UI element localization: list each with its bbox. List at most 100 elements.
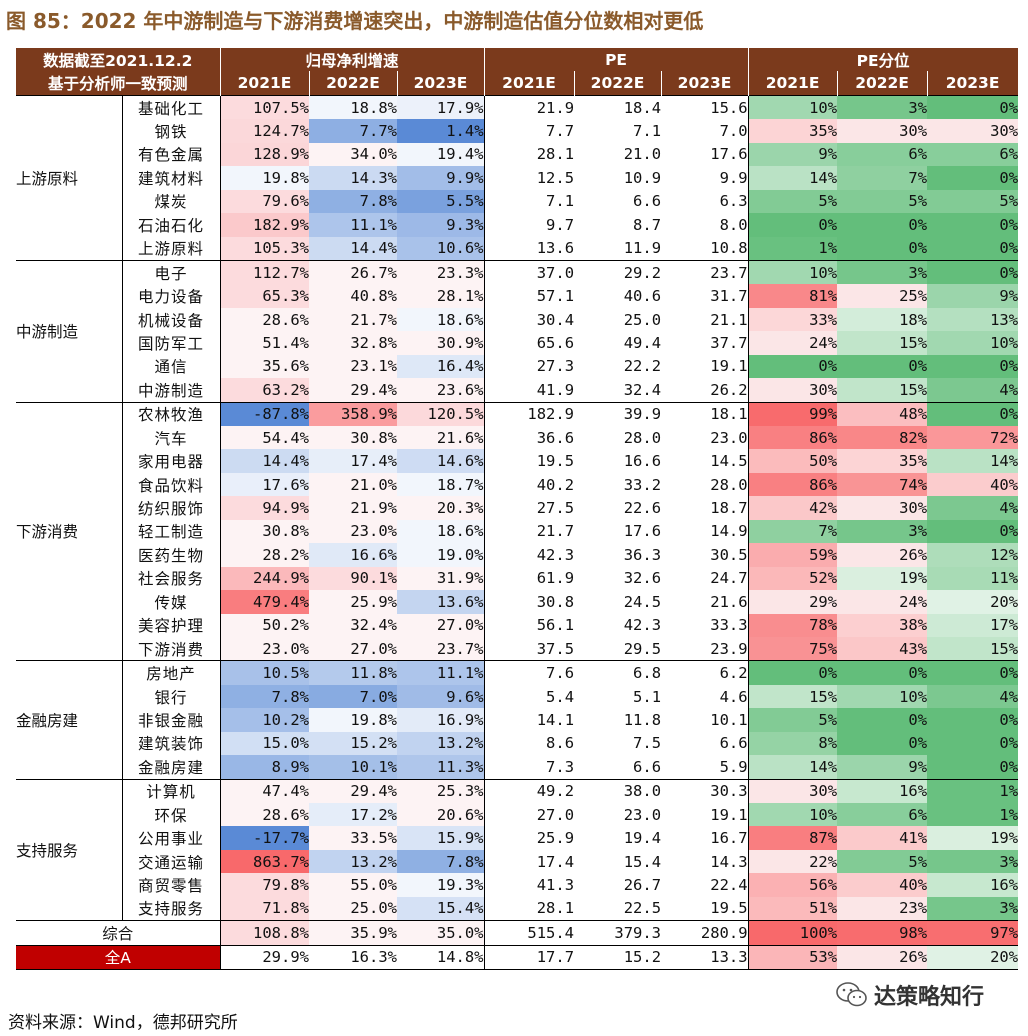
table-row: 传媒 479.4% 25.9% 13.6% 30.8 24.5 21.6 29% 24% 20% bbox=[16, 590, 1019, 614]
pe-percentile-cell: 87% bbox=[748, 826, 838, 850]
pe-cell: 57.1 bbox=[536, 287, 575, 306]
pe-percentile-cell: 1% bbox=[927, 778, 1019, 803]
pe-percentile-cell: 5% bbox=[837, 189, 928, 214]
table-row: 支持服务 71.8% 25.0% 15.4% 28.1 22.5 19.5 51% 23% 3% bbox=[16, 896, 1019, 921]
pe-percentile-cell: 3% bbox=[837, 519, 928, 544]
industry-label: 基础化工 bbox=[122, 94, 221, 120]
pe-cell: 6.3 bbox=[661, 189, 749, 214]
composite-label: 综合 bbox=[16, 920, 221, 946]
pe-cell: 28.1 bbox=[536, 899, 575, 918]
pe-percentile-cell: 0% bbox=[837, 731, 928, 756]
pe-percentile-cell: 0% bbox=[927, 94, 1019, 120]
pe-percentile-cell: 0% bbox=[837, 708, 928, 732]
pe-cell: 19.1 bbox=[661, 803, 749, 827]
pe-percentile-cell: 82% bbox=[837, 426, 928, 450]
pe-cell: 8.6 bbox=[546, 734, 575, 753]
growth-cell: 107.5% bbox=[220, 94, 309, 120]
pe-percentile-cell: 7% bbox=[748, 519, 838, 544]
table-row: 有色金属 128.9% 34.0% 19.4% 28.1 21.0 17.6 9% 6% 6% bbox=[16, 142, 1019, 167]
growth-cell: 47.4% bbox=[220, 778, 309, 803]
pe-percentile-cell: 0% bbox=[837, 213, 928, 237]
growth-cell: 16.4% bbox=[397, 354, 485, 379]
pe-percentile-cell: 5% bbox=[927, 189, 1019, 214]
pe-percentile-cell: 10% bbox=[748, 803, 838, 827]
growth-cell: 23.0% bbox=[309, 519, 397, 544]
growth-cell: 54.4% bbox=[220, 426, 309, 450]
pe-percentile-cell: 7% bbox=[837, 166, 928, 190]
pe-percentile-cell: 0% bbox=[927, 236, 1019, 261]
growth-cell: 9.6% bbox=[397, 684, 485, 709]
growth-cell: 21.0% bbox=[309, 472, 397, 497]
growth-cell: 30.8% bbox=[309, 426, 397, 450]
growth-cell: 17.6% bbox=[220, 472, 309, 497]
growth-cell: 25.0% bbox=[309, 896, 397, 921]
pe-percentile-cell: 15% bbox=[927, 636, 1019, 661]
growth-cell: 14.6% bbox=[397, 449, 485, 473]
growth-cell: 479.4% bbox=[220, 590, 309, 614]
pe-percentile-cell: 74% bbox=[837, 472, 928, 497]
table-row: 社会服务 244.9% 90.1% 31.9% 61.9 32.6 24.7 52% 19% 11… bbox=[16, 566, 1019, 591]
industry-label: 非银金融 bbox=[122, 708, 221, 732]
industry-label: 公用事业 bbox=[122, 826, 221, 850]
table-row: 机械设备 28.6% 21.7% 18.6% 30.4 25.0 21.1 33% 18% 13% bbox=[16, 307, 1019, 332]
pe-percentile-cell: 14% bbox=[927, 449, 1019, 473]
pe-cell: 15.6 bbox=[661, 94, 749, 120]
pe-cell: 24.7 bbox=[661, 566, 749, 591]
pe-cell: 40.2 bbox=[536, 475, 575, 494]
pe-cell: 22.4 bbox=[661, 873, 749, 897]
pe-percentile-cell: 78% bbox=[748, 613, 838, 637]
industry-label: 社会服务 bbox=[122, 566, 221, 591]
pe-percentile-cell: 30% bbox=[927, 119, 1019, 143]
growth-cell: 244.9% bbox=[220, 566, 309, 591]
industry-label: 支持服务 bbox=[122, 896, 221, 921]
pe-cell: 37.7 bbox=[661, 331, 749, 355]
table-row: 建筑材料 19.8% 14.3% 9.9% 12.5 10.9 9.9 14% 7% 0% bbox=[16, 166, 1019, 190]
pe-percentile-cell: 51% bbox=[748, 896, 838, 921]
growth-cell: 5.5% bbox=[397, 189, 485, 214]
growth-cell: 21.9% bbox=[309, 496, 397, 520]
pe-percentile-cell: 3% bbox=[927, 896, 1019, 921]
growth-cell: 17.4% bbox=[309, 449, 397, 473]
pe-percentile-cell: 11% bbox=[927, 566, 1019, 591]
pe-cell: 21.9 bbox=[484, 94, 575, 120]
pe-cell: 29.5 bbox=[623, 639, 662, 658]
pe-cell: 28.0 bbox=[623, 428, 662, 447]
pe-cell: 26.2 bbox=[661, 378, 749, 403]
pe-cell: 23.0 bbox=[661, 426, 749, 450]
growth-cell: 71.8% bbox=[220, 896, 309, 921]
pe-percentile-cell: 23% bbox=[837, 896, 928, 921]
table-row: 煤炭 79.6% 7.8% 5.5% 7.1 6.6 6.3 5% 5% 5% bbox=[16, 189, 1019, 214]
pe-percentile-cell: 16% bbox=[927, 873, 1019, 897]
pe-percentile-cell: 24% bbox=[748, 331, 838, 355]
pe-percentile-cell: 10% bbox=[927, 331, 1019, 355]
industry-label: 计算机 bbox=[122, 778, 221, 803]
pe-cell: 9.9 bbox=[661, 166, 749, 190]
pe-cell: 5.4 bbox=[546, 687, 575, 706]
pe-cell: 22.5 bbox=[623, 899, 662, 918]
growth-cell: 26.7% bbox=[309, 259, 397, 285]
pe-cell: 7.1 bbox=[546, 192, 575, 211]
pe-cell: 19.5 bbox=[661, 896, 749, 921]
pe-cell: 8.0 bbox=[661, 213, 749, 237]
pe-percentile-cell: 75% bbox=[748, 636, 838, 661]
pe-percentile-cell: 30% bbox=[748, 778, 838, 803]
growth-cell: 34.0% bbox=[309, 142, 397, 167]
watermark: 达策略知行 bbox=[836, 976, 1022, 1014]
table-row: 非银金融 10.2% 19.8% 16.9% 14.1 11.8 10.1 5% 0% 0% bbox=[16, 708, 1019, 732]
pe-cell: 7.1 bbox=[633, 122, 662, 141]
growth-cell: 105.3% bbox=[220, 236, 309, 261]
pe-percentile-cell: 30% bbox=[748, 378, 838, 403]
industry-label: 家用电器 bbox=[122, 449, 221, 473]
growth-cell: 15.2% bbox=[309, 731, 397, 756]
growth-cell: 13.6% bbox=[397, 590, 485, 614]
pe-percentile-cell: 3% bbox=[837, 259, 928, 285]
pe-cell: 16.7 bbox=[661, 826, 749, 850]
table-row: 医药生物 28.2% 16.6% 19.0% 42.3 36.3 30.5 59% 26% 12% bbox=[16, 543, 1019, 567]
growth-cell: 14.8% bbox=[397, 944, 485, 971]
growth-cell: 27.0% bbox=[309, 636, 397, 661]
table-row: 下游消费 农林牧渔 -87.8% 358.9% 120.5% 182.9 39.9 18.1 9… bbox=[16, 401, 1019, 661]
growth-cell: 29.4% bbox=[309, 378, 397, 403]
industry-label: 纺织服饰 bbox=[122, 496, 221, 520]
pe-cell: 29.2 bbox=[574, 259, 662, 285]
growth-cell: 23.3% bbox=[397, 259, 485, 285]
